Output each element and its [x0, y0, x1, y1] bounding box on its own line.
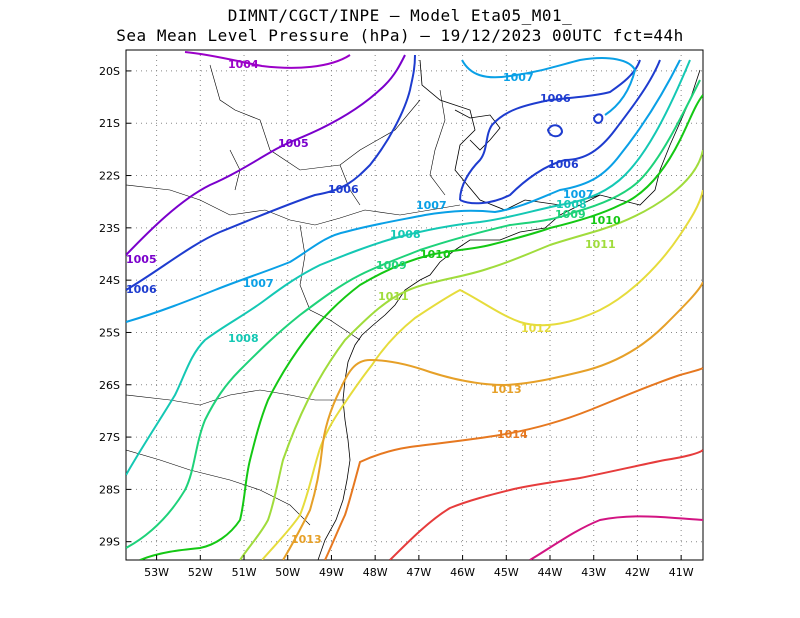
lat-tick-label: 29S	[99, 536, 120, 549]
lat-tick-label: 26S	[99, 379, 120, 392]
isobar-1007-a	[126, 59, 681, 323]
label-1006-north: 1006	[540, 92, 571, 105]
map-title-line1: DIMNT/CGCT/INPE – Model Eta05_M01_	[227, 6, 573, 25]
isobar-1008	[126, 59, 691, 476]
isobar-1004	[184, 51, 351, 69]
lat-tick-label: 24S	[99, 274, 120, 287]
lon-tick-label: 41W	[669, 566, 694, 579]
lon-tick-label: 47W	[406, 566, 431, 579]
lat-tick-label: 21S	[99, 117, 120, 130]
label-1014: 1014	[497, 428, 528, 441]
label-1004: 1004	[228, 58, 259, 71]
lat-tick-label: 23S	[99, 222, 120, 235]
lon-tick-label: 48W	[363, 566, 388, 579]
lat-axis: 20S 21S 22S 23S 24S 25S 26S 27S 28S 29S	[99, 65, 131, 549]
lon-tick-label: 44W	[538, 566, 563, 579]
lat-tick-label: 20S	[99, 65, 120, 78]
isobar-1015	[389, 449, 703, 560]
isobar-1010	[139, 94, 703, 560]
map-title-line2: Sea Mean Level Pressure (hPa) – 19/12/20…	[116, 26, 684, 45]
isobar-1009	[126, 79, 701, 549]
label-1009-east: 1009	[555, 208, 586, 221]
state-borders	[126, 64, 461, 526]
lat-tick-label: 22S	[99, 170, 120, 183]
label-1005-edge: 1005	[126, 253, 157, 266]
isobar-1016	[529, 515, 703, 560]
lon-tick-label: 52W	[188, 566, 213, 579]
label-1013-south: 1013	[291, 533, 322, 546]
lon-tick-label: 53W	[144, 566, 169, 579]
label-1010-east: 1010	[590, 214, 621, 227]
isobar-1012	[261, 189, 703, 560]
isobar-1006-loop2	[592, 113, 604, 124]
isobars	[126, 51, 703, 560]
isobar-1006-c	[459, 59, 661, 205]
lon-tick-label: 49W	[319, 566, 344, 579]
lon-tick-label: 46W	[450, 566, 475, 579]
label-1013-mid: 1013	[491, 383, 522, 396]
isobar-labels: 1004 1005 1005 1006 1006 1006 1006 1007 …	[126, 58, 621, 546]
label-1007-mid: 1007	[416, 199, 447, 212]
label-1008-mid: 1008	[390, 228, 421, 241]
lon-tick-label: 43W	[581, 566, 606, 579]
label-1008-east: 1008	[556, 198, 587, 211]
label-1010-mid: 1010	[420, 248, 451, 261]
label-1007-east: 1007	[563, 188, 594, 201]
lat-tick-label: 25S	[99, 326, 120, 339]
lon-axis: 53W 52W 51W 50W 49W 48W 47W 46W 45W 44W 43W 42W 41W	[144, 555, 694, 579]
isobar-1007-b	[461, 57, 637, 116]
isobar-1014	[324, 367, 703, 560]
lon-tick-label: 45W	[494, 566, 519, 579]
label-1007-north: 1007	[503, 71, 534, 84]
map-frame	[125, 49, 704, 561]
label-1012: 1012	[521, 322, 552, 335]
isobar-1005	[126, 54, 406, 256]
label-1005: 1005	[278, 137, 309, 150]
label-1008-west: 1008	[228, 332, 259, 345]
lat-tick-label: 27S	[99, 431, 120, 444]
lon-tick-label: 42W	[625, 566, 650, 579]
lat-tick-label: 28S	[99, 483, 120, 496]
isobar-1006-b	[459, 59, 641, 201]
isobar-1006-a	[126, 54, 416, 291]
label-1006-west: 1006	[328, 183, 359, 196]
lon-tick-label: 51W	[232, 566, 257, 579]
lon-tick-label: 50W	[275, 566, 300, 579]
label-1009-mid: 1009	[376, 259, 407, 272]
isobar-1013	[282, 281, 703, 560]
isobar-1006-loop	[546, 124, 564, 138]
label-1011-east: 1011	[585, 238, 616, 251]
isobar-1011	[239, 149, 703, 560]
coastline	[317, 59, 701, 560]
label-1011-mid: 1011	[378, 290, 409, 303]
label-1006-edge: 1006	[126, 283, 157, 296]
label-1006-east: 1006	[548, 158, 579, 171]
label-1007-west: 1007	[243, 277, 274, 290]
